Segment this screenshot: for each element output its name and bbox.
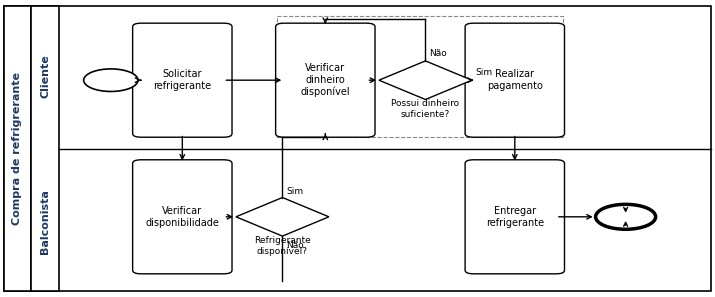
- Text: Compra de refrigrerante: Compra de refrigrerante: [12, 72, 22, 225]
- FancyBboxPatch shape: [133, 23, 232, 137]
- Bar: [4, 6, 31, 291]
- Text: Verificar
disponibilidade: Verificar disponibilidade: [145, 206, 220, 228]
- FancyBboxPatch shape: [282, 26, 375, 137]
- Bar: [31, 6, 59, 291]
- Circle shape: [596, 204, 656, 229]
- Text: Balconista: Balconista: [40, 189, 50, 254]
- FancyBboxPatch shape: [470, 26, 565, 137]
- FancyBboxPatch shape: [276, 23, 375, 137]
- Text: Solicitar
refrigerante: Solicitar refrigerante: [153, 69, 212, 91]
- FancyBboxPatch shape: [138, 162, 232, 274]
- Text: Realizar
pagamento: Realizar pagamento: [487, 69, 543, 91]
- Text: Verificar
dinheiro
disponível: Verificar dinheiro disponível: [300, 63, 350, 97]
- Text: Sim: Sim: [475, 68, 493, 77]
- FancyBboxPatch shape: [465, 23, 565, 137]
- Text: Possui dinheiro
suficiente?: Possui dinheiro suficiente?: [391, 99, 460, 119]
- FancyBboxPatch shape: [465, 160, 565, 274]
- Text: Entregar
refrigerante: Entregar refrigerante: [485, 206, 544, 228]
- Circle shape: [84, 69, 138, 91]
- Polygon shape: [379, 61, 472, 99]
- FancyBboxPatch shape: [470, 162, 565, 274]
- Text: Não: Não: [286, 241, 304, 249]
- Bar: [277, 16, 563, 137]
- Text: Não: Não: [429, 49, 447, 58]
- Text: Refrigerante
disponível?: Refrigerante disponível?: [254, 236, 311, 255]
- Text: Cliente: Cliente: [40, 54, 50, 98]
- FancyBboxPatch shape: [133, 160, 232, 274]
- Polygon shape: [236, 198, 329, 236]
- Text: Sim: Sim: [286, 187, 303, 196]
- FancyBboxPatch shape: [138, 26, 232, 137]
